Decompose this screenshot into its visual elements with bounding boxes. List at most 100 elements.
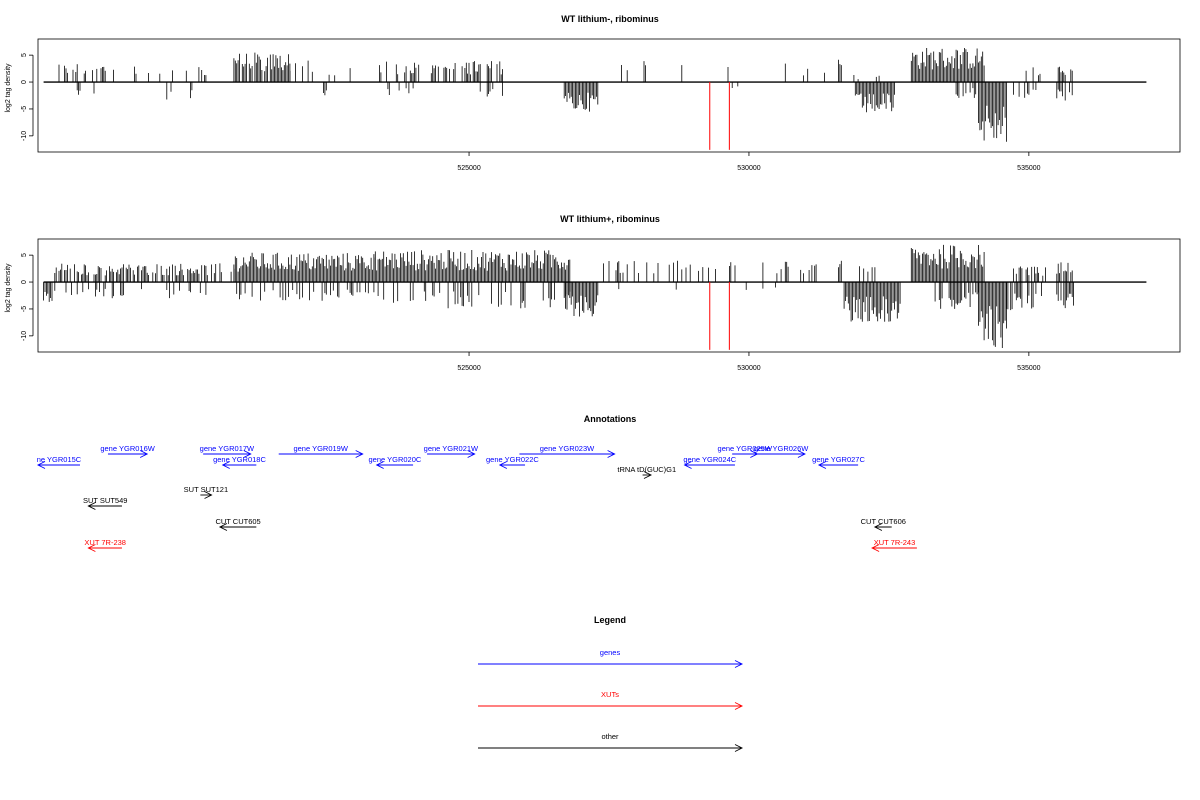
feature-label: tRNA tD(GUC)G1 (617, 465, 676, 474)
annotation-features: ne YGR015C gene YGR016W gene YGR017W gene Y… (37, 444, 917, 552)
legend: Legend genes XUTs other (478, 615, 744, 752)
arrowhead (873, 523, 883, 531)
x-tick-label: 525000 (457, 365, 480, 372)
signal-bars (43, 48, 1147, 142)
arrowhead (871, 544, 880, 552)
arrowhead (87, 544, 96, 552)
annotation-feature: XUT 7R-238 (84, 538, 126, 552)
y-axis: 5 0 -5 -10 (21, 53, 34, 141)
y-tick-label: 5 (21, 253, 28, 257)
y-axis-label: log2 tag density (5, 263, 12, 313)
x-tick-label: 530000 (737, 165, 760, 172)
annotation-feature: ne YGR015C (37, 455, 82, 469)
arrowhead (607, 450, 616, 458)
arrowhead (36, 461, 46, 469)
feature-label: XUT 7R-238 (84, 538, 126, 547)
annotation-feature: gene YGR023W (519, 444, 616, 458)
annotation-feature: gene YGR018C (213, 455, 266, 469)
x-tick-label: 535000 (1017, 165, 1040, 172)
feature-label: CUT CUT606 (861, 517, 906, 526)
arrowhead (375, 461, 384, 469)
legend-label: other (601, 732, 619, 741)
feature-label: gene YGR025W (718, 444, 773, 453)
legend-title: Legend (594, 615, 626, 625)
annotation-feature: tRNA tD(GUC)G1 (617, 465, 676, 479)
arrowhead (467, 450, 476, 458)
y-tick-label: -10 (21, 131, 28, 141)
y-tick-label: 0 (21, 80, 28, 84)
marker-lines (709, 82, 730, 150)
panel-title: WT lithium+, ribominus (560, 214, 660, 224)
marker-lines (709, 282, 730, 350)
y-tick-label: -5 (21, 106, 28, 112)
track-panel-lithium-minus: WT lithium-, ribominus log2 tag density … (5, 14, 1181, 172)
feature-label: ne YGR015C (37, 455, 82, 464)
annotation-feature: gene YGR017W (200, 444, 255, 458)
feature-label: gene YGR019W (293, 444, 348, 453)
annotation-feature: gene YGR027C (812, 455, 865, 469)
feature-label: gene YGR018C (213, 455, 266, 464)
feature-label: gene YGR022C (486, 455, 539, 464)
legend-item: other (478, 732, 744, 752)
annotation-feature: gene YGR020C (368, 455, 422, 469)
annotation-feature: CUT CUT605 (215, 517, 261, 531)
annotation-feature: SUT SUT549 (83, 496, 127, 510)
legend-label: XUTs (601, 690, 619, 699)
arrowhead (243, 450, 252, 458)
y-tick-label: -10 (21, 331, 28, 341)
feature-label: gene YGR027C (812, 455, 865, 464)
feature-label: CUT CUT605 (215, 517, 260, 526)
annotation-feature: gene YGR021W (424, 444, 479, 458)
panel-title: WT lithium-, ribominus (561, 14, 659, 24)
arrowhead (355, 450, 364, 458)
arrowhead (734, 660, 744, 668)
annotation-feature: CUT CUT606 (861, 517, 906, 531)
legend-label: genes (600, 648, 621, 657)
annotation-feature: gene YGR024C (683, 455, 737, 469)
feature-label: gene YGR021W (424, 444, 479, 453)
arrowhead (204, 491, 213, 499)
arrowhead (797, 450, 806, 458)
x-axis: 525000 530000 535000 (457, 152, 1041, 172)
plot-frame (37, 238, 1181, 353)
legend-items: genes XUTs other (478, 648, 744, 752)
arrowhead (87, 502, 96, 510)
legend-item: XUTs (478, 690, 744, 710)
x-axis: 525000 530000 535000 (457, 352, 1041, 372)
legend-item: genes (478, 648, 744, 668)
annotation-feature: gene YGR019W (278, 444, 364, 458)
feature-label: gene YGR016W (100, 444, 155, 453)
annotation-feature: gene YGR026W (754, 444, 809, 458)
x-tick-label: 530000 (737, 365, 760, 372)
arrowhead (498, 461, 508, 469)
arrowhead (221, 461, 230, 469)
feature-label: gene YGR024C (683, 455, 736, 464)
annotation-track: Annotations ne YGR015C gene YGR016W gene Y… (37, 414, 917, 552)
arrowhead (139, 450, 149, 458)
y-tick-label: 5 (21, 53, 28, 57)
x-tick-label: 535000 (1017, 365, 1040, 372)
y-tick-label: 0 (21, 280, 28, 284)
feature-label: gene YGR020C (368, 455, 421, 464)
arrowhead (734, 702, 744, 710)
annotation-feature: XUT 7R-243 (871, 538, 917, 552)
y-tick-label: -5 (21, 306, 28, 312)
arrowhead (218, 523, 228, 531)
arrowhead (643, 471, 652, 479)
plot-frame (37, 38, 1181, 153)
y-axis: 5 0 -5 -10 (21, 253, 34, 341)
annotation-feature: SUT SUT121 (184, 485, 228, 499)
feature-label: SUT SUT121 (184, 485, 228, 494)
signal-bars (43, 244, 1147, 348)
feature-label: SUT SUT549 (83, 496, 127, 505)
annotation-feature: gene YGR022C (486, 455, 539, 469)
feature-label: XUT 7R-243 (874, 538, 916, 547)
arrowhead (734, 744, 744, 752)
arrowhead (817, 461, 827, 469)
annotation-feature: gene YGR016W (100, 444, 156, 458)
feature-label: gene YGR017W (200, 444, 255, 453)
arrowhead (683, 461, 692, 469)
feature-label: gene YGR026W (754, 444, 809, 453)
feature-label: gene YGR023W (540, 444, 595, 453)
